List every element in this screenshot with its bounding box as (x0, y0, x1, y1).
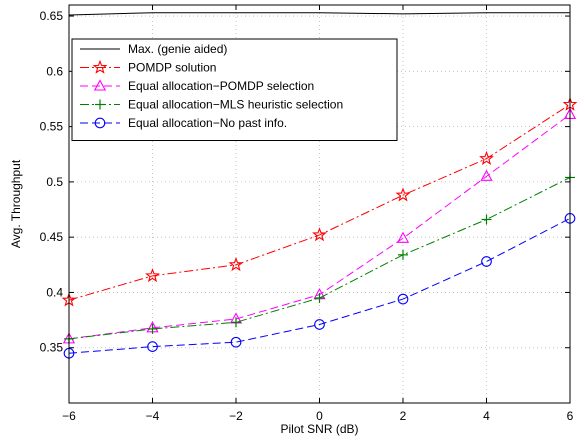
y-tick-label-0: 0.35 (40, 341, 64, 355)
series-2-point-5 (480, 169, 493, 181)
series-0-line (68, 12, 570, 16)
y-tick-label-2: 0.45 (40, 230, 64, 244)
x-tick-label-0: −6 (62, 409, 76, 423)
legend-label-1: POMDP solution (128, 61, 216, 75)
series-4-line (68, 217, 571, 354)
legend-label-4: Equal allocation−No past info. (128, 116, 287, 130)
x-tick-label-3: 0 (316, 409, 323, 423)
x-tick-label-6: 6 (567, 409, 574, 423)
x-tick-label-2: −2 (229, 409, 243, 423)
y-tick-label-4: 0.55 (40, 120, 64, 134)
series-3-point-1 (147, 323, 158, 334)
legend-label-3: Equal allocation−MLS heuristic selection (128, 98, 343, 112)
series-4-point-1 (147, 341, 158, 352)
series-0 (68, 12, 570, 16)
legend-marker-4 (94, 117, 106, 129)
series-3 (64, 172, 575, 344)
series-4-point-3 (314, 319, 325, 330)
legend-entry-1: POMDP solution (80, 59, 216, 75)
series-1-point-5 (479, 150, 494, 165)
y-tick-label-3: 0.5 (46, 175, 63, 189)
series-1-point-4 (395, 187, 411, 202)
legend-marker-3 (95, 99, 105, 110)
y-tick-label-5: 0.6 (46, 64, 63, 78)
series-4-point-5 (481, 256, 492, 267)
x-tick-label-4: 2 (400, 409, 407, 423)
legend-entry-4: Equal allocation−No past info. (80, 116, 287, 130)
series-4-point-2 (230, 336, 242, 348)
legend-label-0: Max. (genie aided) (128, 42, 227, 56)
series-1-point-1 (145, 268, 160, 283)
series-3-point-4 (398, 249, 408, 260)
legend-box (71, 38, 398, 141)
y-tick-label-1: 0.4 (46, 285, 63, 299)
series-1-point-3 (312, 227, 327, 242)
tick-labels: −6 −4 −2 0 2 4 6 0.35 0.4 0.45 0.5 0.55 0.6 0.65 (40, 9, 574, 423)
series-3-point-2 (231, 317, 241, 328)
legend: Max. (genie aided) POMDP solution Equal al… (71, 38, 398, 141)
legend-entry-2: Equal allocation−POMDP selection (80, 79, 314, 93)
series-layer (61, 12, 578, 359)
y-axis-label: Avg. Throughput (9, 159, 23, 248)
x-tick-label-5: 4 (483, 409, 490, 423)
legend-marker-1 (92, 59, 108, 74)
series-1-point-2 (228, 257, 244, 272)
x-tick-label-1: −4 (146, 409, 160, 423)
legend-entry-0: Max. (genie aided) (80, 42, 227, 56)
series-3-point-5 (481, 214, 492, 225)
series-2-point-4 (396, 231, 410, 243)
x-axis-label: Pilot SNR (dB) (280, 422, 358, 436)
series-1-line (68, 104, 571, 301)
legend-label-2: Equal allocation−POMDP selection (128, 79, 314, 93)
y-tick-label-6: 0.65 (40, 9, 64, 23)
series-4-point-4 (397, 293, 409, 305)
legend-marker-2 (93, 79, 107, 91)
series-3-point-3 (314, 292, 325, 303)
legend-entry-3: Equal allocation−MLS heuristic selection (80, 98, 343, 112)
axis-ticks (68, 5, 571, 403)
